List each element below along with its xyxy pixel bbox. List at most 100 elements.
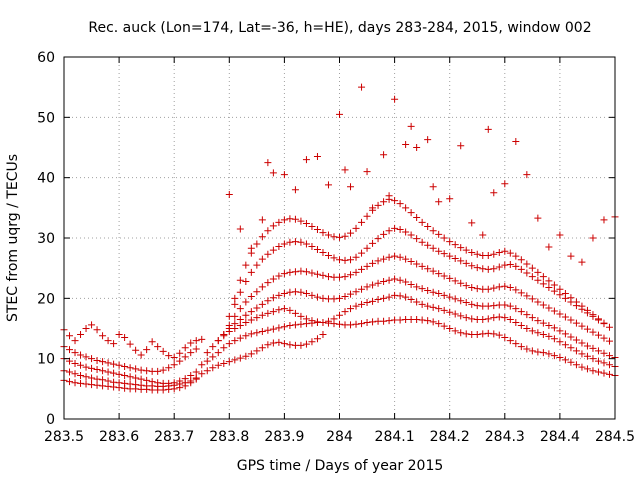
data-point bbox=[457, 329, 465, 337]
data-point bbox=[247, 350, 255, 358]
data-point bbox=[121, 334, 129, 342]
data-point bbox=[181, 375, 189, 383]
data-point bbox=[88, 381, 96, 389]
data-point bbox=[424, 223, 432, 231]
data-point bbox=[336, 233, 343, 241]
data-point bbox=[336, 320, 343, 328]
x-axis-label: GPS time / Days of year 2015 bbox=[237, 458, 444, 474]
data-point bbox=[110, 378, 118, 386]
data-point bbox=[347, 256, 355, 264]
data-point bbox=[435, 290, 443, 298]
data-point bbox=[258, 300, 266, 308]
data-point bbox=[71, 379, 79, 387]
data-point bbox=[391, 224, 399, 232]
data-point bbox=[258, 283, 266, 291]
data-point bbox=[385, 253, 393, 261]
data-point bbox=[429, 183, 437, 191]
data-point bbox=[446, 293, 454, 301]
data-point bbox=[567, 344, 575, 352]
data-point bbox=[82, 380, 90, 388]
data-point bbox=[236, 225, 244, 233]
data-point bbox=[297, 217, 305, 225]
data-point bbox=[396, 200, 404, 208]
data-point bbox=[385, 192, 393, 200]
series-satellite-l bbox=[225, 83, 619, 266]
data-point bbox=[396, 316, 404, 324]
data-point bbox=[220, 344, 228, 352]
data-point bbox=[203, 367, 211, 375]
data-point bbox=[225, 340, 233, 348]
data-point bbox=[137, 366, 145, 374]
data-point bbox=[429, 244, 437, 252]
data-point bbox=[324, 231, 332, 239]
data-point bbox=[154, 343, 162, 351]
data-point bbox=[126, 364, 134, 372]
data-point bbox=[319, 229, 327, 237]
data-point bbox=[424, 317, 432, 325]
data-point bbox=[561, 290, 569, 298]
data-point bbox=[534, 276, 542, 284]
data-point bbox=[77, 351, 85, 359]
data-point bbox=[396, 253, 404, 261]
y-tick-label: 0 bbox=[46, 412, 55, 428]
data-point bbox=[501, 180, 509, 188]
data-point bbox=[291, 321, 299, 329]
data-point bbox=[578, 363, 586, 371]
data-point bbox=[280, 240, 288, 248]
data-point bbox=[402, 278, 410, 286]
data-point bbox=[247, 330, 255, 338]
series-satellite-i bbox=[220, 252, 613, 345]
data-point bbox=[88, 364, 96, 372]
data-point bbox=[336, 294, 343, 302]
data-point bbox=[479, 315, 487, 323]
y-tick-label: 40 bbox=[37, 171, 55, 187]
data-point bbox=[396, 226, 404, 234]
data-point bbox=[550, 281, 558, 289]
data-point bbox=[506, 261, 514, 269]
data-point bbox=[308, 223, 316, 231]
data-point bbox=[528, 327, 536, 335]
data-point bbox=[358, 285, 366, 293]
data-point bbox=[534, 348, 542, 356]
data-point bbox=[385, 227, 393, 235]
data-point bbox=[352, 288, 360, 296]
data-point bbox=[291, 288, 299, 296]
data-point bbox=[363, 168, 371, 176]
data-point bbox=[440, 272, 448, 280]
data-point bbox=[99, 358, 107, 366]
data-point bbox=[391, 291, 399, 299]
data-point bbox=[165, 352, 173, 360]
data-point bbox=[275, 324, 283, 332]
chart-title: Rec. auck (Lon=174, Lat=-36, h=HE), days… bbox=[88, 20, 591, 36]
data-point bbox=[275, 218, 283, 226]
data-point bbox=[517, 343, 525, 351]
data-point bbox=[165, 364, 173, 372]
data-point bbox=[88, 355, 96, 363]
data-point bbox=[286, 341, 294, 349]
data-point bbox=[313, 270, 321, 278]
data-point bbox=[572, 298, 580, 306]
data-point bbox=[77, 372, 85, 380]
data-point bbox=[291, 215, 299, 223]
data-point bbox=[275, 291, 283, 299]
data-point bbox=[429, 318, 437, 326]
data-point bbox=[253, 240, 261, 248]
data-point bbox=[143, 367, 151, 375]
data-point bbox=[418, 218, 426, 226]
data-point bbox=[291, 238, 299, 246]
data-point bbox=[187, 339, 195, 347]
data-point bbox=[578, 258, 586, 266]
data-point bbox=[589, 344, 597, 352]
data-point bbox=[473, 264, 481, 272]
data-point bbox=[534, 214, 542, 222]
data-point bbox=[347, 290, 355, 298]
data-point bbox=[578, 322, 586, 330]
data-point bbox=[539, 349, 547, 357]
data-point bbox=[236, 321, 244, 329]
data-point bbox=[247, 293, 255, 301]
data-point bbox=[347, 183, 355, 191]
data-point bbox=[132, 346, 140, 354]
data-point bbox=[336, 311, 343, 319]
data-point bbox=[435, 320, 443, 328]
data-point bbox=[484, 125, 492, 133]
